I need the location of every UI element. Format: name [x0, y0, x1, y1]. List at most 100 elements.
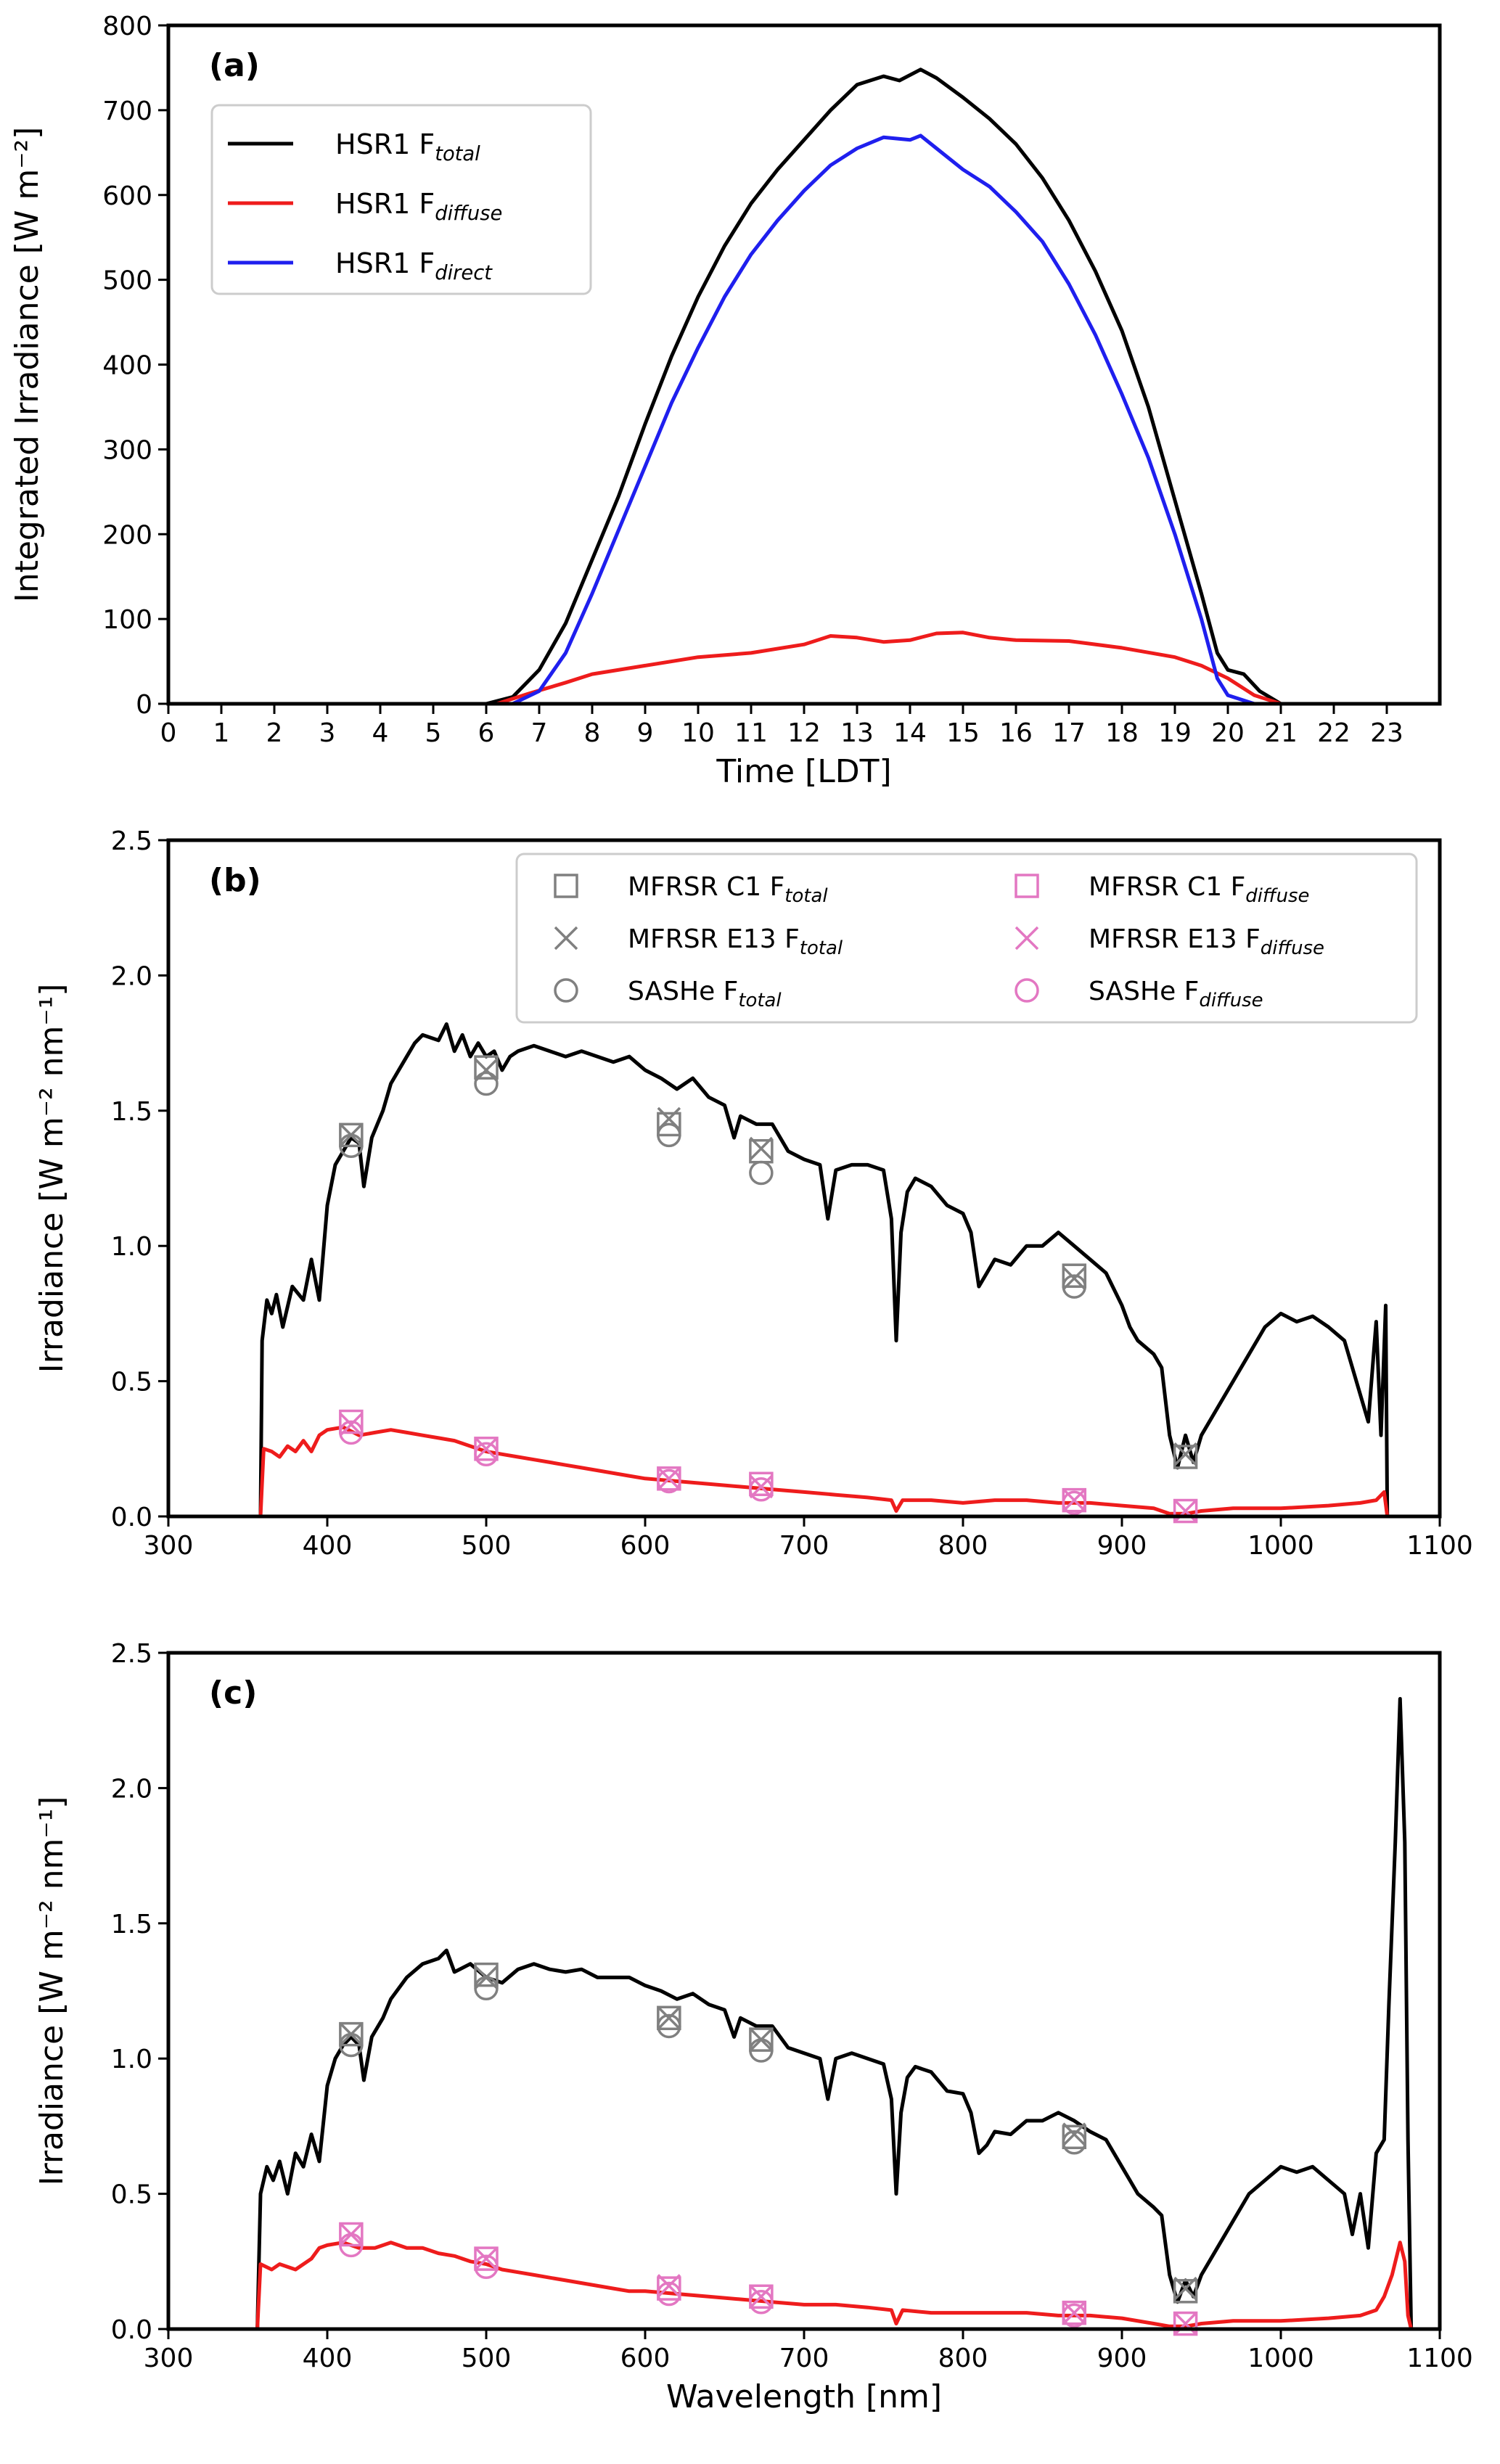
x-marker [749, 2285, 774, 2309]
series-line-1 [255, 2241, 1414, 2329]
y-tick-label: 1.5 [111, 1097, 152, 1127]
y-tick-label: 2.5 [111, 1639, 152, 1669]
circle-marker [339, 1420, 364, 1445]
legend-label-sub: total [784, 885, 828, 907]
x-tick-label: 18 [1105, 718, 1139, 748]
legend-label: HSR1 Fdiffuse [335, 188, 502, 225]
y-tick-label: 1.0 [111, 2045, 152, 2074]
square-marker [749, 1471, 774, 1497]
panel-c: 300 400 500 600 700 800 900 1000 1100 0.0 0.5 1.0 1.… [33, 1639, 1473, 2415]
square-marker [1173, 2279, 1198, 2304]
circle-marker [749, 2289, 774, 2315]
x-axis-title: Wavelength [nm] [666, 2378, 942, 2415]
y-tick-label: 0.0 [111, 1503, 152, 1532]
square-marker [749, 2284, 774, 2309]
x-marker [1062, 1266, 1086, 1291]
y-tick-label: 100 [102, 605, 152, 635]
legend-label: MFRSR E13 Ftotal [628, 924, 843, 959]
x-tick-label: 12 [787, 718, 821, 748]
y-tick-label: 400 [102, 351, 152, 381]
x-marker [1173, 2276, 1197, 2301]
x-marker [474, 2246, 499, 2271]
circle-marker [749, 1477, 774, 1502]
x-marker [1173, 1442, 1197, 1466]
square-marker [1015, 874, 1039, 898]
legend-label-sub: diffuse [1261, 937, 1324, 959]
x-tick-label: 400 [303, 2344, 353, 2373]
panel-label: (b) [209, 862, 261, 899]
y-tick-label: 2.0 [111, 1774, 152, 1804]
plot-frame [166, 838, 1442, 1519]
x-tick-label: 1 [213, 718, 230, 748]
circle-marker [749, 1160, 774, 1186]
square-marker [1173, 1445, 1198, 1469]
square-marker [474, 1437, 499, 1461]
circle-marker [339, 2032, 364, 2058]
y-tick-label: 300 [102, 435, 152, 465]
x-marker [1173, 1499, 1197, 1523]
square-marker [554, 874, 578, 898]
panel-a: 0 1 2 3 4 5 6 7 8 9 10 11 12 13 14 15 16 17 18 19 20 21 22 2301… [9, 12, 1442, 790]
x-tick-label: 400 [303, 1531, 353, 1561]
square-marker [657, 2005, 681, 2031]
legend-label: HSR1 Ftotal [335, 128, 480, 165]
legend-label-base: HSR1 F [335, 188, 435, 220]
legend-label: MFRSR C1 Ftotal [628, 872, 828, 907]
legend-label-sub: diffuse [435, 202, 502, 225]
legend-label-base: MFRSR E13 F [628, 924, 800, 954]
circle-marker [1062, 2303, 1087, 2328]
circle-marker [657, 2013, 681, 2039]
y-tick-label: 0.5 [111, 2180, 152, 2210]
x-tick-label: 16 [999, 718, 1033, 748]
series-line-diffuse [496, 631, 1282, 704]
x-tick-label: 600 [620, 2344, 671, 2373]
panel-label: (a) [209, 47, 260, 84]
legend-label: MFRSR C1 Fdiffuse [1089, 872, 1309, 907]
x-tick-label: 600 [620, 1531, 671, 1561]
square-marker [1173, 1498, 1198, 1524]
y-axis-title: Irradiance [W m⁻² nm⁻¹] [33, 1796, 70, 2186]
square-marker [339, 1409, 364, 1434]
x-tick-label: 800 [938, 2344, 988, 2373]
plot-frame [166, 23, 1442, 706]
square-marker [657, 2276, 681, 2301]
circle-marker [1062, 1274, 1087, 1299]
circle-marker [474, 1976, 499, 2001]
x-tick-label: 10 [681, 718, 715, 748]
y-tick-label: 1.0 [111, 1232, 152, 1262]
x-tick-label: 2 [266, 718, 283, 748]
square-marker [339, 2021, 364, 2047]
circle-marker [474, 1071, 499, 1096]
x-tick-label: 20 [1211, 718, 1245, 748]
legend-label-base: SASHe F [1089, 977, 1199, 1006]
x-marker [1062, 2301, 1086, 2325]
circle-marker [339, 1133, 364, 1159]
legend-label: HSR1 Fdirect [335, 247, 493, 284]
square-marker [1062, 1263, 1087, 1288]
x-tick-label: 500 [462, 1531, 512, 1561]
x-tick-label: 6 [478, 718, 495, 748]
x-marker [749, 1136, 774, 1161]
x-tick-label: 14 [893, 718, 927, 748]
circle-marker [657, 1122, 681, 1148]
x-tick-label: 15 [946, 718, 980, 748]
x-tick-label: 13 [840, 718, 874, 748]
circle-marker [749, 2038, 774, 2063]
y-tick-label: 0.5 [111, 1368, 152, 1397]
legend-label-base: HSR1 F [335, 247, 435, 279]
legend-label-sub: direct [435, 262, 493, 284]
x-marker [657, 1466, 681, 1491]
x-marker [657, 2274, 681, 2298]
x-tick-label: 1100 [1406, 2344, 1473, 2373]
panel-label: (c) [209, 1675, 257, 1712]
circle-marker [554, 978, 578, 1003]
x-marker [1062, 2122, 1086, 2146]
square-marker [749, 2027, 774, 2052]
square-marker [474, 2246, 499, 2271]
square-marker [1062, 2124, 1087, 2150]
x-tick-label: 22 [1317, 718, 1351, 748]
circle-marker [339, 2233, 364, 2258]
y-tick-label: 0 [136, 690, 152, 720]
